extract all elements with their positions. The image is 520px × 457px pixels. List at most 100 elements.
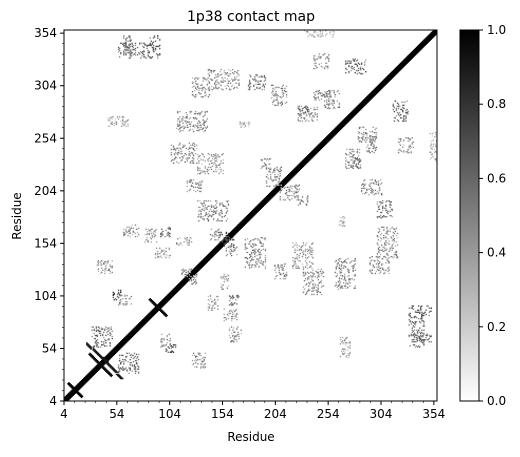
heatmap-cell-1125 (233, 229, 235, 232)
heatmap-cell-1427 (278, 183, 280, 185)
heatmap-cell-1687 (318, 149, 321, 152)
heatmap-cell-1164 (239, 226, 241, 228)
heatmap-cell-3909 (312, 257, 314, 259)
heatmap-cell-4378 (195, 117, 197, 119)
heatmap-cell-902 (199, 262, 201, 264)
heatmap-cell-4624 (139, 53, 141, 55)
heatmap-cell-2027 (369, 95, 371, 97)
heatmap-cell-3833 (307, 264, 309, 266)
heatmap-cell-2146 (387, 77, 389, 79)
heatmap-cell-1732 (324, 140, 327, 142)
heatmap-cell-29 (68, 397, 70, 400)
heatmap-cell-2994 (111, 337, 113, 340)
heatmap-cell-3287 (236, 341, 238, 343)
heatmap-cell-501 (139, 324, 141, 326)
heatmap-cell-4281 (347, 287, 349, 289)
heatmap-cell-243 (99, 362, 102, 364)
heatmap-cell-131 (83, 378, 85, 381)
heatmap-cell-4935 (387, 233, 389, 236)
heatmap-cell-1411 (276, 187, 278, 189)
heatmap-cell-2312 (412, 54, 415, 56)
heatmap-cell-1515 (292, 172, 294, 175)
heatmap-cell-3014 (103, 343, 105, 345)
heatmap-cell-3719 (248, 262, 251, 264)
heatmap-cell-2212 (397, 70, 400, 73)
heatmap-cell-2299 (410, 55, 412, 57)
heatmap-cell-2996 (105, 334, 107, 337)
heatmap-cell-1062 (223, 239, 225, 241)
heatmap-cell-61 (72, 389, 74, 391)
heatmap-cell-321 (111, 349, 113, 351)
heatmap-cell-2906 (106, 331, 108, 333)
heatmap-cell-4066 (184, 152, 186, 155)
heatmap-cell-3554 (198, 210, 200, 213)
heatmap-cell-1560 (298, 163, 300, 165)
heatmap-cell-222 (96, 365, 99, 367)
heatmap-cell-2329 (414, 48, 417, 51)
heatmap-cell-1354 (267, 197, 270, 199)
heatmap-cell-3460 (230, 243, 233, 245)
heatmap-cell-1082 (226, 237, 229, 239)
heatmap-cell-4199 (307, 271, 309, 274)
heatmap-cell-3653 (244, 245, 247, 247)
heatmap-cell-4047 (312, 288, 314, 290)
heatmap-cell-3975 (300, 248, 303, 250)
heatmap-cell-2044 (372, 96, 374, 98)
heatmap-cell-4751 (416, 331, 419, 333)
heatmap-cell-1872 (346, 119, 348, 121)
heatmap-cell-3098 (113, 292, 116, 295)
heatmap-cell-4297 (353, 260, 355, 262)
heatmap-cell-3740 (204, 204, 206, 206)
heatmap-cell-1865 (345, 120, 347, 122)
heatmap-cell-2547 (81, 395, 84, 398)
heatmap-cell-2159 (389, 76, 391, 78)
heatmap-cell-787 (182, 282, 184, 284)
heatmap-cell-2840 (156, 306, 159, 308)
heatmap-cell-4995 (378, 257, 381, 259)
heatmap-cell-3858 (220, 162, 222, 164)
heatmap-cell-1748 (327, 136, 329, 138)
heatmap-cell-1715 (322, 145, 325, 147)
heatmap-cell-1758 (329, 138, 331, 140)
heatmap-cell-3300 (129, 231, 131, 234)
heatmap-cell-634 (159, 304, 161, 306)
heatmap-cell-523 (142, 320, 144, 322)
heatmap-cell-2771 (117, 375, 120, 378)
heatmap-cell-2081 (377, 88, 380, 91)
heatmap-cell-1389 (273, 191, 275, 194)
heatmap-cell-760 (178, 285, 180, 287)
heatmap-cell-4034 (179, 142, 181, 144)
heatmap-cell-3266 (163, 249, 165, 252)
heatmap-cell-1269 (255, 210, 257, 213)
heatmap-cell-3691 (249, 245, 252, 247)
heatmap-cell-956 (207, 255, 210, 258)
heatmap-cell-3257 (210, 307, 213, 309)
heatmap-cell-754 (177, 285, 179, 287)
heatmap-cell-1118 (232, 230, 234, 233)
heatmap-cell-2253 (403, 59, 405, 61)
heatmap-cell-559 (147, 313, 149, 316)
heatmap-cell-730 (173, 291, 176, 294)
heatmap-cell-1349 (266, 196, 269, 198)
heatmap-cell-1561 (299, 168, 301, 171)
heatmap-cell-1104 (229, 232, 232, 235)
heatmap-cell-2990 (96, 338, 99, 341)
heatmap-cell-3382 (166, 234, 168, 237)
heatmap-cell-1377 (271, 191, 273, 194)
heatmap-cell-3344 (129, 228, 131, 230)
heatmap-cell-1246 (252, 216, 254, 218)
heatmap-cell-4924 (237, 73, 239, 75)
heatmap-cell-239 (99, 366, 102, 368)
heatmap-cell-611 (155, 309, 158, 311)
heatmap-cell-170 (89, 375, 91, 378)
heatmap-cell-85 (76, 389, 79, 391)
heatmap-cell-1637 (310, 151, 312, 154)
heatmap-cell-489 (136, 324, 139, 326)
heatmap-cell-1506 (291, 176, 293, 178)
heatmap-cell-3660 (202, 204, 204, 206)
heatmap-cell-2458 (434, 33, 437, 35)
heatmap-cell-334 (113, 348, 116, 350)
heatmap-cell-1476 (285, 176, 288, 178)
heatmap-cell-4260 (200, 126, 202, 129)
heatmap-cell-425 (127, 334, 129, 337)
